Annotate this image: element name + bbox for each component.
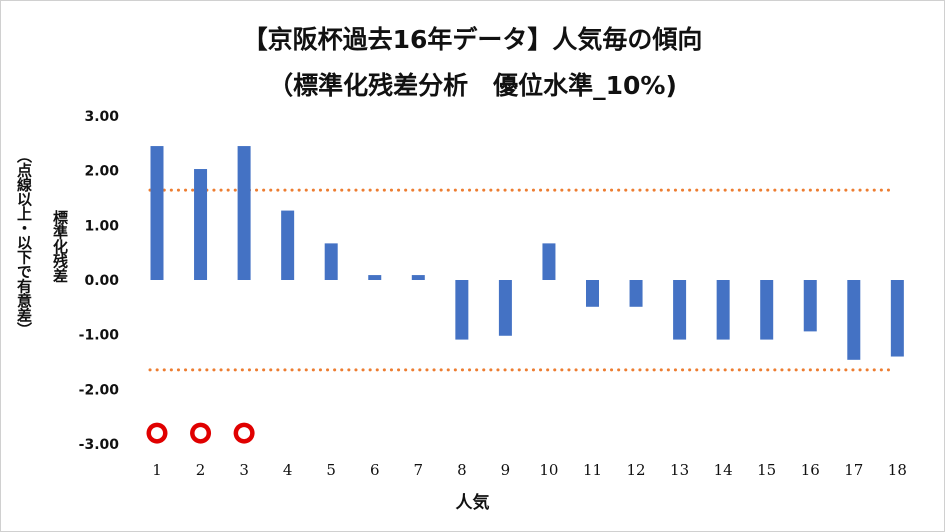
significance-marker-inner <box>151 427 163 440</box>
bar <box>324 243 338 280</box>
significance-marker-inner <box>238 427 251 440</box>
y-tick-label: 2.00 <box>84 164 119 180</box>
y-tick-label: -2.00 <box>79 382 120 398</box>
bar <box>542 243 556 280</box>
bar <box>629 280 643 307</box>
bar <box>368 275 382 280</box>
chart-title: 【京阪杯過去16年データ】人気毎の傾向 <box>242 25 703 54</box>
x-tick-label: 5 <box>326 461 336 479</box>
x-tick-label: 8 <box>457 461 467 479</box>
x-tick-label: 10 <box>539 461 558 479</box>
y-tick-label: 1.00 <box>84 218 119 234</box>
y-tick-label: -1.00 <box>79 328 120 344</box>
bar <box>281 210 295 280</box>
x-tick-label: 6 <box>370 461 380 479</box>
x-axis-label: 人気 <box>455 493 490 513</box>
x-tick-label: 14 <box>714 461 733 479</box>
x-tick-label: 16 <box>801 461 820 479</box>
x-tick-label: 3 <box>239 461 249 479</box>
x-tick-label: 4 <box>283 461 293 479</box>
bar <box>411 275 425 280</box>
y-axis-label: 標準化残差 <box>51 210 69 283</box>
x-tick-label: 17 <box>844 461 863 479</box>
bar <box>760 280 774 340</box>
bar <box>673 280 687 340</box>
x-tick-label: 9 <box>501 461 511 479</box>
x-tick-label: 7 <box>414 461 424 479</box>
x-tick-label: 13 <box>670 461 689 479</box>
bar <box>803 280 817 332</box>
chart-subtitle: （標準化残差分析 優位水準_10%) <box>268 71 677 100</box>
bar <box>716 280 730 340</box>
bar <box>890 280 904 357</box>
y-axis-note: （点線以上・以下で有意差） <box>15 148 33 337</box>
x-tick-label: 2 <box>196 461 206 479</box>
x-tick-label: 11 <box>583 461 602 479</box>
bar <box>150 146 164 280</box>
bar <box>498 280 512 336</box>
x-tick-label: 12 <box>627 461 646 479</box>
bar <box>847 280 861 360</box>
y-tick-label: 0.00 <box>84 273 119 289</box>
bar <box>455 280 469 340</box>
significance-marker-inner <box>194 427 207 440</box>
bar <box>237 146 251 280</box>
bar <box>194 169 208 280</box>
y-tick-label: 3.00 <box>84 109 119 125</box>
x-tick-label: 1 <box>152 461 162 479</box>
x-tick-label: 18 <box>888 461 907 479</box>
y-tick-label: -3.00 <box>79 437 120 453</box>
bar <box>586 280 599 307</box>
x-tick-label: 15 <box>757 461 776 479</box>
